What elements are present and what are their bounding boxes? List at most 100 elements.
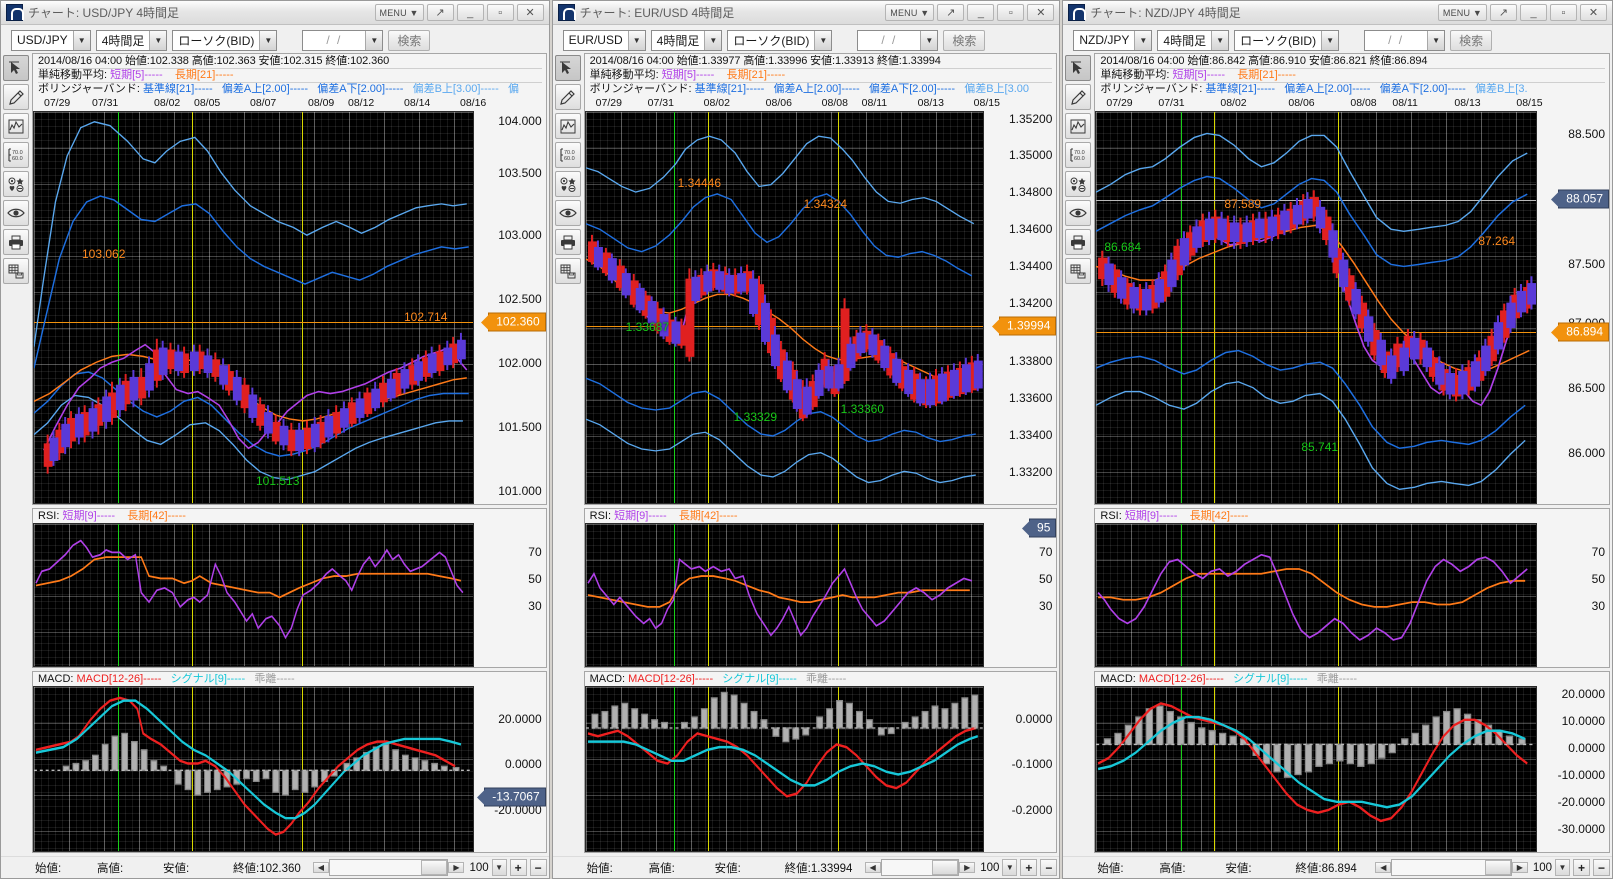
scale-icon[interactable]: 70.0 60.0 bbox=[1065, 142, 1092, 168]
shapes-icon[interactable] bbox=[1065, 171, 1092, 197]
scroll-right-button[interactable]: ▶ bbox=[959, 862, 976, 873]
charttype-select[interactable]: ローソク(BID) ▼ bbox=[1234, 29, 1340, 51]
charttype-select[interactable]: ローソク(BID) ▼ bbox=[727, 29, 833, 51]
menu-button[interactable]: MENU ▼ bbox=[885, 4, 935, 21]
timeframe-select[interactable]: 4時間足 ▼ bbox=[1157, 29, 1230, 51]
titlebar[interactable]: チャート: EUR/USD 4時間足 MENU ▼ ↗ _ ▫ ✕ bbox=[552, 1, 1060, 25]
pair-select[interactable]: NZD/JPY ▼ bbox=[1073, 29, 1153, 51]
zoom-dropdown-icon[interactable]: ▼ bbox=[1002, 859, 1018, 876]
maximize-button[interactable]: ▫ bbox=[997, 4, 1025, 21]
export-table-icon[interactable] bbox=[554, 258, 581, 284]
search-button[interactable]: 検索 bbox=[388, 29, 431, 51]
scale-icon[interactable]: 70.0 60.0 bbox=[554, 142, 581, 168]
price-canvas[interactable]: 87.589 87.264 86.684 85.741 bbox=[1095, 111, 1537, 504]
line-chart-icon[interactable] bbox=[3, 113, 29, 139]
scroll-right-button[interactable]: ▶ bbox=[1511, 862, 1528, 873]
macd-plot-area[interactable]: 20.0000 0.0000 -20.0000 -13.7067 bbox=[33, 686, 546, 852]
macd-canvas[interactable] bbox=[33, 686, 474, 852]
titlebar[interactable]: チャート: NZD/JPY 4時間足 MENU ▼ ↗ _ ▫ ✕ bbox=[1063, 1, 1612, 25]
menu-button[interactable]: MENU ▼ bbox=[1437, 4, 1487, 21]
scrollbar-track[interactable] bbox=[881, 860, 959, 875]
chevron-down-icon[interactable]: ▼ bbox=[704, 30, 722, 50]
rsi-plot-area[interactable]: 70 50 30 bbox=[1095, 523, 1609, 667]
horizontal-scrollbar[interactable] bbox=[329, 859, 449, 876]
scrollbar-thumb[interactable] bbox=[421, 860, 448, 875]
minimize-button[interactable]: _ bbox=[456, 4, 484, 21]
rsi-canvas[interactable] bbox=[33, 523, 474, 667]
pencil-icon[interactable] bbox=[3, 84, 29, 110]
scroll-left-button[interactable]: ◀ bbox=[864, 862, 881, 873]
titlebar[interactable]: チャート: USD/JPY 4時間足 MENU ▼ ↗ _ ▫ ✕ bbox=[1, 1, 549, 25]
shapes-icon[interactable] bbox=[554, 171, 581, 197]
eye-icon[interactable] bbox=[1065, 200, 1092, 226]
zoom-dropdown-icon[interactable]: ▼ bbox=[1555, 859, 1570, 876]
printer-icon[interactable] bbox=[3, 229, 29, 255]
chevron-down-icon[interactable]: ▼ bbox=[365, 30, 383, 50]
zoom-out-button[interactable]: − bbox=[1040, 859, 1058, 876]
chevron-down-icon[interactable]: ▼ bbox=[259, 30, 277, 50]
zoom-out-button[interactable]: − bbox=[529, 859, 547, 876]
export-table-icon[interactable] bbox=[3, 258, 29, 284]
price-canvas[interactable]: 1.34446 1.34324 1.33687 1.33329 1.33360 bbox=[584, 111, 985, 504]
scrollbar-track[interactable] bbox=[330, 860, 448, 875]
macd-plot-area[interactable]: 0.0000 -0.1000 -0.2000 bbox=[584, 686, 1057, 852]
date-input[interactable]: / / ▼ bbox=[302, 29, 384, 51]
close-button[interactable]: ✕ bbox=[1027, 4, 1055, 21]
chevron-down-icon[interactable]: ▼ bbox=[1134, 30, 1152, 50]
chevron-down-icon[interactable]: ▼ bbox=[149, 30, 167, 50]
pair-select[interactable]: USD/JPY ▼ bbox=[11, 29, 91, 51]
pencil-icon[interactable] bbox=[1065, 84, 1092, 110]
charttype-select[interactable]: ローソク(BID) ▼ bbox=[172, 29, 278, 51]
zoom-out-button[interactable]: − bbox=[1593, 859, 1610, 876]
popout-icon[interactable]: ↗ bbox=[1490, 4, 1517, 21]
chevron-down-icon[interactable]: ▼ bbox=[1321, 30, 1339, 50]
eye-icon[interactable] bbox=[3, 200, 29, 226]
macd-canvas[interactable] bbox=[584, 686, 985, 852]
chart-window-nzdjpy[interactable]: チャート: NZD/JPY 4時間足 MENU ▼ ↗ _ ▫ ✕ NZD/JP… bbox=[1062, 0, 1613, 879]
macd-plot-area[interactable]: 20.0000 10.0000 0.0000 -10.0000 -20.0000… bbox=[1095, 686, 1609, 852]
printer-icon[interactable] bbox=[554, 229, 581, 255]
line-chart-icon[interactable] bbox=[554, 113, 581, 139]
export-table-icon[interactable] bbox=[1065, 258, 1092, 284]
minimize-button[interactable]: _ bbox=[967, 4, 995, 21]
date-input[interactable]: / / ▼ bbox=[857, 29, 939, 51]
price-plot-area[interactable]: 87.589 87.264 86.684 85.741 88.500 88.00… bbox=[1095, 111, 1609, 504]
timeframe-select[interactable]: 4時間足 ▼ bbox=[95, 29, 168, 51]
pair-select[interactable]: EUR/USD ▼ bbox=[562, 29, 646, 51]
popout-icon[interactable]: ↗ bbox=[937, 4, 965, 21]
line-chart-icon[interactable] bbox=[1065, 113, 1092, 139]
price-canvas[interactable]: 103.062 102.714 101.513 bbox=[33, 111, 474, 504]
chevron-down-icon[interactable]: ▼ bbox=[1427, 30, 1445, 50]
shapes-icon[interactable] bbox=[3, 171, 29, 197]
minimize-button[interactable]: _ bbox=[1520, 4, 1547, 21]
zoom-in-button[interactable]: + bbox=[509, 859, 527, 876]
menu-button[interactable]: MENU ▼ bbox=[374, 4, 424, 21]
zoom-in-button[interactable]: + bbox=[1573, 859, 1590, 876]
price-plot-area[interactable]: 1.34446 1.34324 1.33687 1.33329 1.33360 … bbox=[584, 111, 1057, 504]
chevron-down-icon[interactable]: ▼ bbox=[1211, 30, 1229, 50]
scroll-right-button[interactable]: ▶ bbox=[448, 862, 465, 873]
scroll-left-button[interactable]: ◀ bbox=[313, 862, 329, 873]
rsi-canvas[interactable] bbox=[1095, 523, 1537, 667]
chevron-down-icon[interactable]: ▼ bbox=[627, 30, 645, 50]
macd-canvas[interactable] bbox=[1095, 686, 1537, 852]
chevron-down-icon[interactable]: ▼ bbox=[72, 30, 90, 50]
horizontal-scrollbar[interactable] bbox=[880, 859, 960, 876]
cursor-icon[interactable] bbox=[554, 55, 581, 81]
zoom-in-button[interactable]: + bbox=[1020, 859, 1038, 876]
maximize-button[interactable]: ▫ bbox=[486, 4, 514, 21]
pencil-icon[interactable] bbox=[554, 84, 581, 110]
chevron-down-icon[interactable]: ▼ bbox=[814, 30, 832, 50]
rsi-plot-area[interactable]: 70 50 30 bbox=[33, 523, 546, 667]
scroll-left-button[interactable]: ◀ bbox=[1375, 862, 1392, 873]
maximize-button[interactable]: ▫ bbox=[1550, 4, 1577, 21]
chevron-down-icon[interactable]: ▼ bbox=[920, 30, 938, 50]
rsi-plot-area[interactable]: 70 50 30 95 bbox=[584, 518, 1057, 667]
scrollbar-thumb[interactable] bbox=[1484, 860, 1511, 875]
zoom-dropdown-icon[interactable]: ▼ bbox=[491, 859, 507, 876]
search-button[interactable]: 検索 bbox=[943, 29, 986, 51]
printer-icon[interactable] bbox=[1065, 229, 1092, 255]
date-input[interactable]: / / ▼ bbox=[1364, 29, 1446, 51]
eye-icon[interactable] bbox=[554, 200, 581, 226]
chart-window-eurusd[interactable]: チャート: EUR/USD 4時間足 MENU ▼ ↗ _ ▫ ✕ EUR/US… bbox=[551, 0, 1061, 879]
